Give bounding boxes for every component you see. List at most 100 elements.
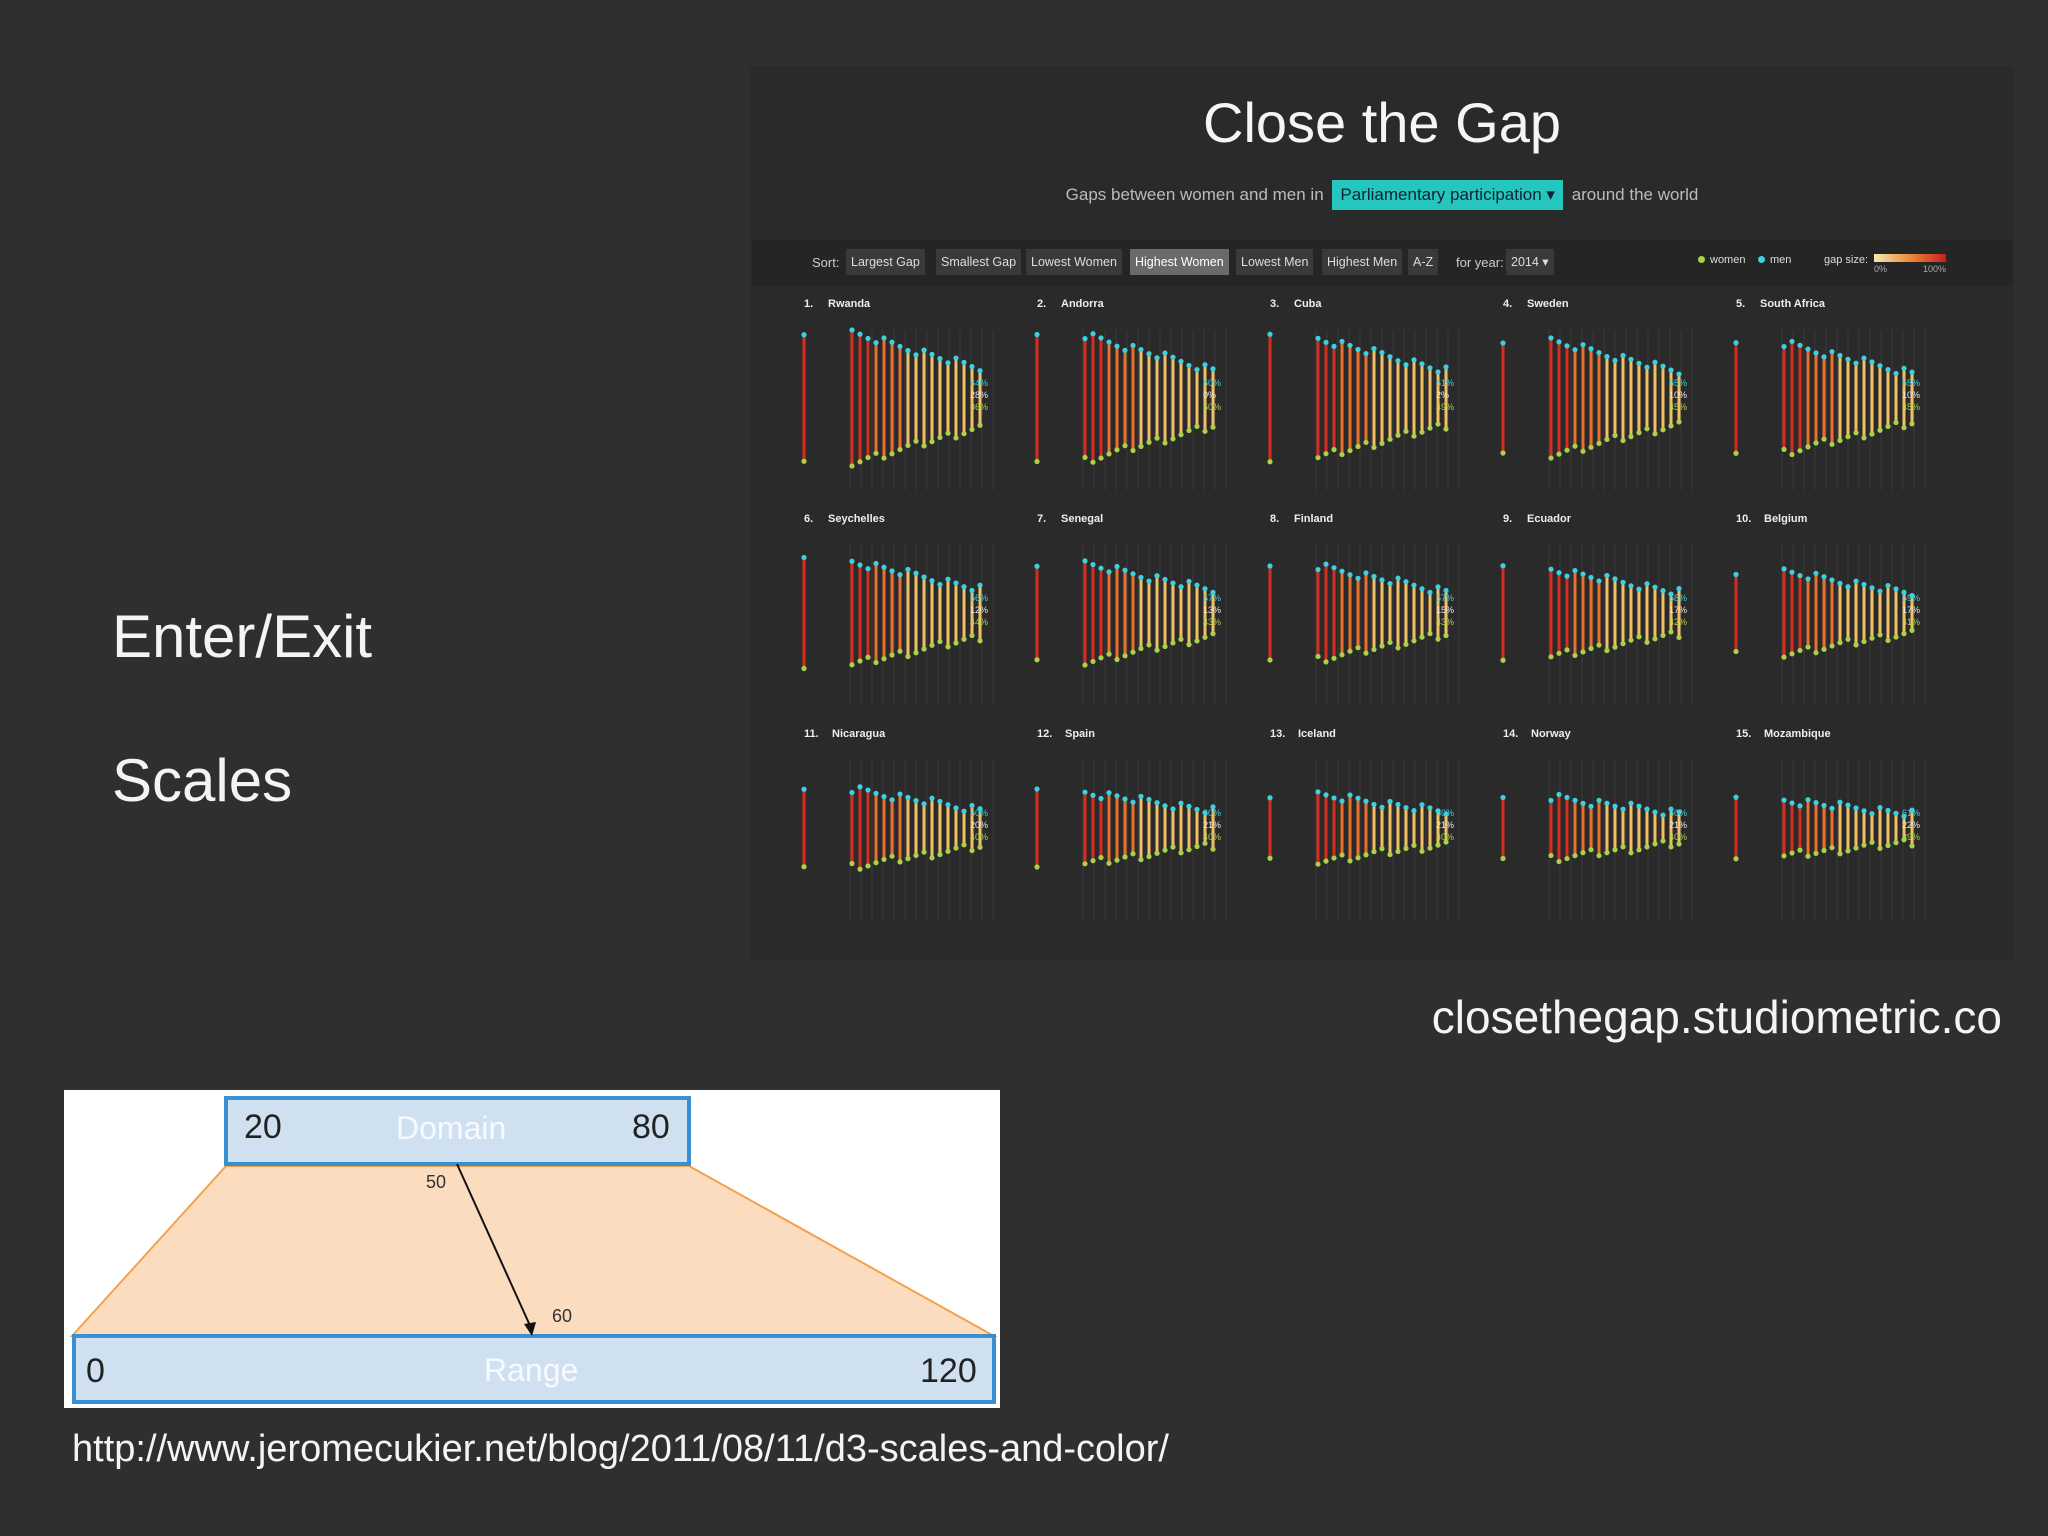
women-point [1435, 842, 1441, 848]
country-chart[interactable]: 8. Finland 57% 15% 43% [1258, 505, 1483, 715]
men-point [1548, 335, 1554, 341]
men-point [1395, 358, 1401, 364]
women-point [1347, 858, 1353, 864]
men-point [1122, 567, 1128, 573]
country-gap-percent: 20% [970, 820, 989, 830]
women-point [1146, 853, 1152, 860]
country-chart[interactable]: 4. Sweden 55% 10% 45% [1491, 290, 1716, 500]
men-point [905, 794, 911, 800]
women-point [1267, 855, 1273, 861]
metric-select[interactable]: Parliamentary participation ▾ [1332, 180, 1563, 210]
women-point [1379, 440, 1385, 446]
men-point [1347, 572, 1353, 578]
women-point [1210, 631, 1216, 637]
women-point [1596, 642, 1602, 648]
country-chart[interactable]: 15. Mozambique 61% 22% 39% [1724, 720, 1949, 930]
sort-smallest-gap-button[interactable]: Smallest Gap [936, 249, 1022, 275]
women-point [1130, 649, 1136, 655]
men-point [801, 332, 807, 338]
country-chart[interactable]: 10. Belgium 59% 17% 41% [1724, 505, 1949, 715]
men-point [1572, 347, 1578, 353]
men-point [1652, 809, 1658, 815]
sort-highest-men-button[interactable]: Highest Men [1322, 249, 1403, 275]
country-chart[interactable]: 9. Ecuador 58% 17% 42% [1491, 505, 1716, 715]
men-point [1435, 369, 1441, 375]
women-point [1427, 425, 1433, 431]
women-point [889, 853, 895, 859]
men-point [1636, 586, 1642, 592]
women-point [1323, 858, 1329, 864]
women-point [913, 852, 919, 858]
women-point [1604, 436, 1610, 443]
men-point [1668, 806, 1674, 812]
men-point [849, 327, 855, 333]
men-point [1082, 336, 1088, 342]
men-point [1315, 566, 1321, 573]
sort-lowest-men-button[interactable]: Lowest Men [1236, 249, 1314, 275]
women-point [849, 662, 855, 668]
men-point [1845, 802, 1851, 808]
credit-closethegap[interactable]: closethegap.studiometric.co [1431, 991, 2002, 1043]
women-point [1331, 855, 1337, 861]
country-chart[interactable]: 13. Iceland 60% 21% 40% [1258, 720, 1483, 930]
women-point [1604, 647, 1610, 654]
men-point [937, 798, 943, 805]
men-point [1676, 809, 1682, 815]
men-point [1636, 803, 1642, 809]
women-point [1596, 853, 1602, 859]
sort-largest-gap-button[interactable]: Largest Gap [846, 249, 925, 275]
men-point [1419, 802, 1425, 808]
women-point [1612, 644, 1618, 650]
year-select-value: 2014 [1511, 255, 1539, 269]
men-point [1138, 347, 1144, 353]
country-chart[interactable]: 3. Cuba 51% 2% 49% [1258, 290, 1483, 500]
men-point [1162, 803, 1168, 809]
credit-d3-scales[interactable]: http://www.jeromecukier.net/blog/2011/08… [72, 1428, 1169, 1470]
year-select[interactable]: 2014 ▾ [1506, 249, 1554, 275]
women-point [1861, 638, 1867, 645]
men-point [1210, 589, 1216, 595]
women-point [1877, 427, 1883, 433]
country-chart[interactable]: 2. Andorra 50% 0% 50% [1025, 290, 1250, 500]
men-point [1347, 792, 1353, 798]
men-point [1419, 586, 1425, 592]
men-point [1596, 578, 1602, 584]
men-point [1034, 331, 1040, 338]
country-chart[interactable]: 1. Rwanda 64% 28% 36% [792, 290, 1017, 500]
men-point [945, 576, 951, 582]
women-point [1443, 839, 1449, 845]
women-point [1877, 632, 1883, 638]
country-chart[interactable]: 7. Senegal 57% 13% 43% [1025, 505, 1250, 715]
men-point [945, 802, 951, 808]
men-point [1427, 805, 1433, 811]
sort-label: Sort: [812, 255, 840, 270]
men-point [1548, 797, 1554, 804]
sort-az-button[interactable]: A-Z [1408, 249, 1439, 275]
scales-diagram-svg [69, 1096, 998, 1404]
gap-glyph-chart [1034, 545, 1227, 705]
women-point [1805, 644, 1811, 650]
women-point [1652, 841, 1658, 847]
men-point [1837, 799, 1843, 805]
women-point [1845, 636, 1851, 642]
men-point [1789, 800, 1795, 806]
men-point [1339, 338, 1345, 345]
women-point [1853, 642, 1859, 648]
gap-glyph-chart [1267, 545, 1460, 705]
women-point [865, 454, 871, 461]
men-point [1813, 800, 1819, 806]
men-point [1909, 369, 1915, 375]
country-chart[interactable]: 5. South Africa 55% 10% 45% [1724, 290, 1949, 500]
sort-lowest-women-button[interactable]: Lowest Women [1026, 249, 1122, 275]
sort-highest-women-button[interactable]: Highest Women [1130, 249, 1229, 275]
country-chart[interactable]: 14. Norway 60% 21% 40% [1491, 720, 1716, 930]
country-gap-percent: 22% [1902, 820, 1921, 830]
country-chart[interactable]: 6. Seychelles 56% 12% 44% [792, 505, 1017, 715]
country-chart[interactable]: 11. Nicaragua 60% 20% 40% [792, 720, 1017, 930]
women-point [865, 863, 871, 869]
men-point [1861, 581, 1867, 588]
men-point [865, 335, 871, 342]
men-point [1435, 584, 1441, 590]
men-point [1644, 806, 1650, 812]
country-chart[interactable]: 12. Spain 60% 21% 40% [1025, 720, 1250, 930]
